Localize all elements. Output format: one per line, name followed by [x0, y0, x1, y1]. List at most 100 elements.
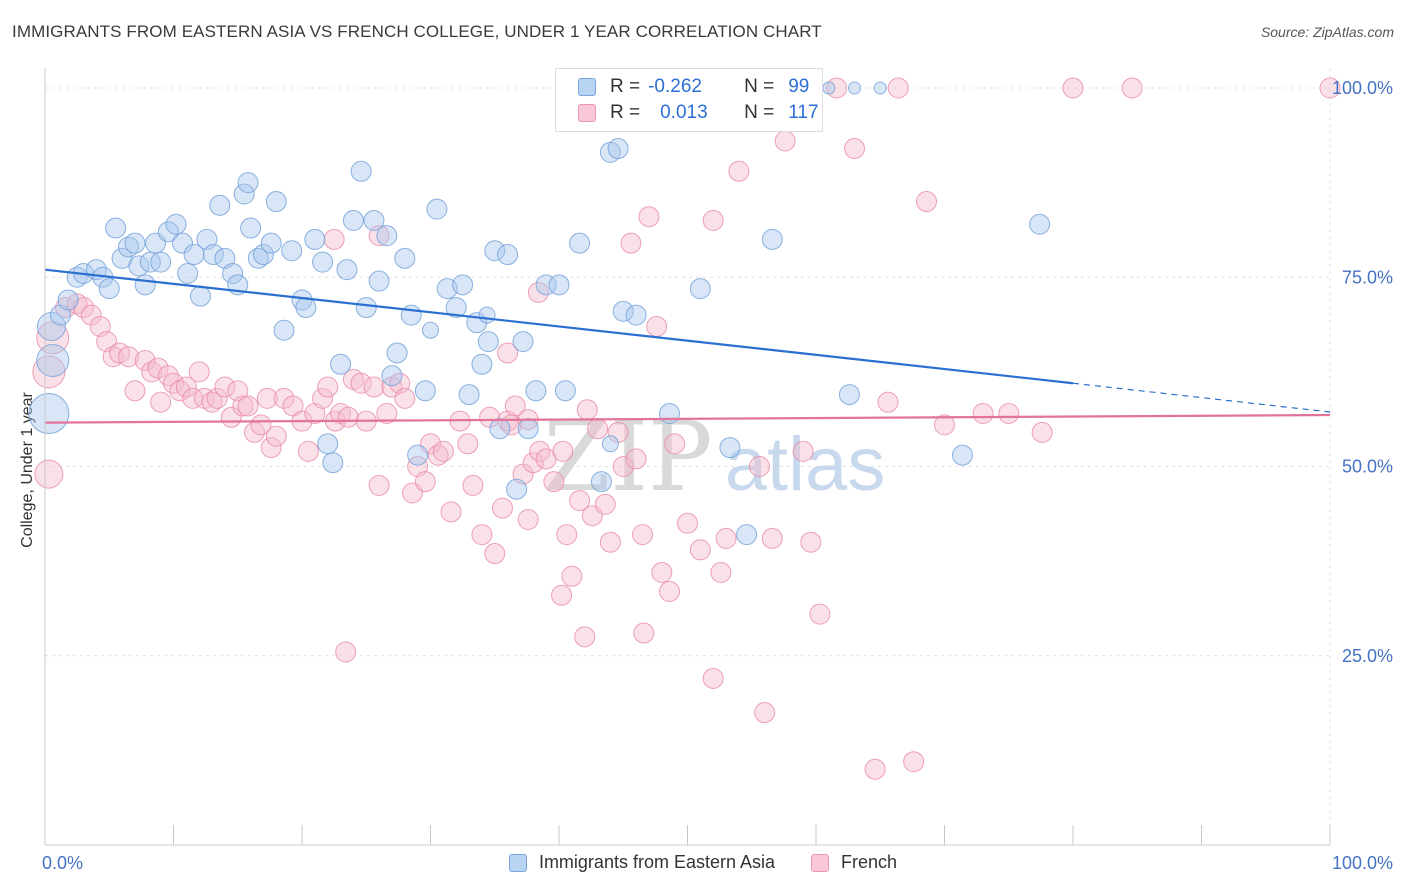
legend-row-pink: R = 0.013 N = 117 [578, 101, 819, 125]
eastern-asia-point [489, 418, 511, 440]
eastern-asia-point [202, 244, 224, 266]
eastern-asia-point [273, 319, 295, 341]
french-point [141, 361, 163, 383]
french-point [1319, 77, 1341, 99]
eastern-asia-point [189, 285, 211, 307]
eastern-asia-point [265, 191, 287, 213]
french-point [587, 418, 609, 440]
legend-n-label: N = [744, 102, 775, 123]
eastern-asia-point [376, 225, 398, 247]
trend-lines [44, 268, 1331, 424]
eastern-asia-point [150, 251, 172, 273]
french-point [312, 387, 334, 409]
eastern-asia-point [535, 274, 557, 296]
eastern-asia-point [822, 81, 836, 95]
french-point [432, 440, 454, 462]
french-point [80, 304, 102, 326]
eastern-asia-point [512, 331, 534, 353]
stats-legend: R = -0.262 N = 99 R = 0.013 N = 117 [555, 68, 823, 132]
french-point [715, 527, 737, 549]
french-point [612, 456, 634, 477]
french-point [350, 372, 372, 394]
legend-item-french[interactable]: French [811, 852, 897, 873]
eastern-asia-point [452, 274, 474, 296]
eastern-asia-point [171, 232, 193, 254]
x-tick-label: 0.0% [42, 853, 83, 873]
french-point [237, 395, 259, 417]
french-point [1062, 77, 1084, 99]
eastern-asia-point [209, 194, 231, 216]
y-tick-label: 25.0% [1342, 646, 1393, 666]
eastern-asia-point [484, 240, 506, 262]
eastern-asia-trend-extension [1072, 382, 1331, 413]
french-point [887, 77, 909, 99]
eastern-asia-point [407, 444, 429, 466]
eastern-asia-points [28, 81, 1051, 546]
eastern-asia-point [590, 471, 612, 493]
french-point [800, 531, 822, 553]
eastern-asia-point [355, 297, 377, 319]
french-point [702, 209, 724, 231]
french-point [517, 508, 539, 530]
eastern-asia-point [295, 297, 317, 319]
french-point [363, 376, 385, 398]
french-point [73, 297, 95, 319]
eastern-asia-point [477, 331, 499, 353]
eastern-asia-point [165, 213, 187, 235]
eastern-asia-point [612, 300, 634, 322]
french-point [102, 346, 124, 368]
eastern-asia-point [368, 270, 390, 292]
eastern-asia-point [506, 478, 528, 500]
french-point [265, 425, 287, 447]
french-point [484, 543, 506, 565]
eastern-asia-point [240, 217, 262, 239]
eastern-asia-point [304, 228, 326, 250]
eastern-asia-point [607, 138, 629, 160]
legend-r-value: -0.262 [648, 76, 702, 97]
french-point [916, 191, 938, 213]
french-point [664, 433, 686, 455]
y-tick-label: 50.0% [1342, 457, 1393, 477]
french-point [497, 342, 519, 364]
french-point [761, 527, 783, 549]
eastern-asia-point [386, 342, 408, 364]
legend-n-value: 99 [788, 76, 810, 97]
eastern-asia-trend-line [44, 268, 1074, 385]
eastern-asia-point [554, 380, 576, 402]
french-point [574, 626, 596, 648]
french-point [414, 471, 436, 493]
eastern-asia-point [157, 221, 179, 243]
eastern-asia-point [312, 251, 334, 273]
eastern-asia-point [134, 274, 156, 296]
french-point [260, 437, 282, 459]
french-point [471, 524, 493, 546]
french-point [677, 512, 698, 534]
french-point [552, 440, 574, 462]
watermark-atlas: atlas [725, 422, 886, 507]
french-point [569, 490, 591, 512]
french-point [903, 751, 925, 773]
eastern-asia-point [36, 344, 70, 378]
french-point [633, 622, 655, 644]
french-point [646, 315, 668, 337]
french-point [844, 138, 866, 160]
french-point [651, 561, 673, 583]
french-point [150, 391, 172, 413]
french-point [864, 758, 886, 780]
french-point [594, 493, 616, 515]
legend-n-value: 117 [788, 102, 819, 123]
eastern-asia-point [222, 262, 244, 284]
french-point [337, 406, 359, 428]
eastern-asia-point [569, 232, 591, 254]
eastern-asia-point [601, 435, 619, 453]
french-point [273, 387, 295, 409]
eastern-asia-point [105, 217, 127, 239]
legend-item-eastern-asia[interactable]: Immigrants from Eastern Asia [508, 852, 775, 873]
legend-swatch-blue [508, 853, 527, 872]
eastern-asia-point [252, 244, 274, 266]
eastern-asia-point [36, 311, 66, 341]
eastern-asia-point [381, 365, 403, 387]
french-point [250, 414, 272, 436]
eastern-asia-point [400, 304, 422, 326]
